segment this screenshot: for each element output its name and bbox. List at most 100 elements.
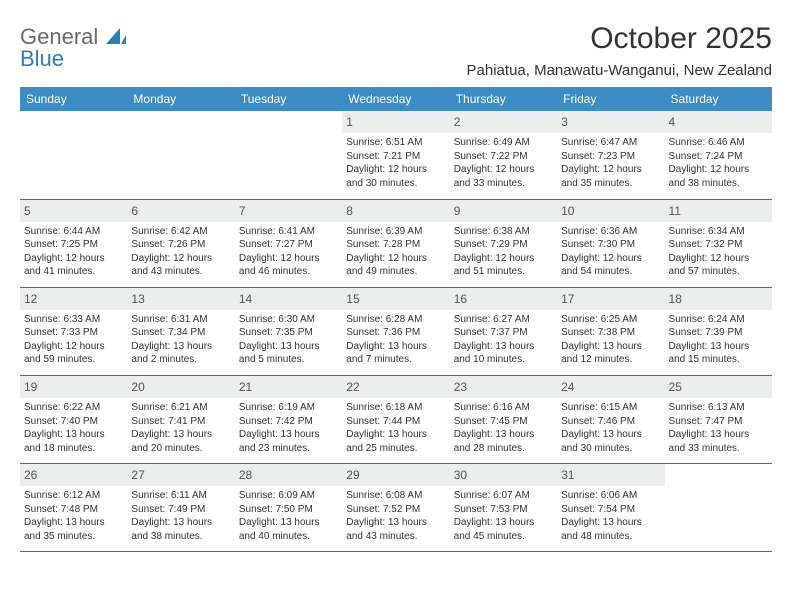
day-number: 18 (665, 288, 772, 310)
calendar-day-cell: 13Sunrise: 6:31 AMSunset: 7:34 PMDayligh… (127, 287, 234, 375)
sunrise-text: Sunrise: 6:28 AM (346, 313, 445, 327)
calendar-day-cell: 28Sunrise: 6:09 AMSunset: 7:50 PMDayligh… (235, 464, 342, 552)
day-details: Sunrise: 6:31 AMSunset: 7:34 PMDaylight:… (131, 313, 230, 367)
sail-icon (106, 28, 126, 44)
sunrise-text: Sunrise: 6:38 AM (454, 225, 553, 239)
sunrise-text: Sunrise: 6:15 AM (561, 401, 660, 415)
day-details: Sunrise: 6:08 AMSunset: 7:52 PMDaylight:… (346, 489, 445, 543)
weekday-header-cell: Wednesday (342, 87, 449, 111)
calendar-day-cell: 14Sunrise: 6:30 AMSunset: 7:35 PMDayligh… (235, 287, 342, 375)
day-number: 24 (557, 376, 664, 398)
day-details: Sunrise: 6:07 AMSunset: 7:53 PMDaylight:… (454, 489, 553, 543)
calendar-day-cell: 21Sunrise: 6:19 AMSunset: 7:42 PMDayligh… (235, 375, 342, 463)
sunrise-text: Sunrise: 6:33 AM (24, 313, 123, 327)
calendar-day-cell: 19Sunrise: 6:22 AMSunset: 7:40 PMDayligh… (20, 375, 127, 463)
daylight-text: Daylight: 12 hours and 38 minutes. (669, 163, 768, 190)
day-details: Sunrise: 6:06 AMSunset: 7:54 PMDaylight:… (561, 489, 660, 543)
daylight-text: Daylight: 13 hours and 7 minutes. (346, 340, 445, 367)
calendar-day-cell: 9Sunrise: 6:38 AMSunset: 7:29 PMDaylight… (450, 199, 557, 287)
weekday-header-cell: Sunday (20, 87, 127, 111)
sunset-text: Sunset: 7:23 PM (561, 150, 660, 164)
day-details: Sunrise: 6:18 AMSunset: 7:44 PMDaylight:… (346, 401, 445, 455)
sunset-text: Sunset: 7:27 PM (239, 238, 338, 252)
calendar-page: General Blue October 2025 Pahiatua, Mana… (0, 0, 792, 552)
day-number: 9 (450, 200, 557, 222)
calendar-day-cell: 8Sunrise: 6:39 AMSunset: 7:28 PMDaylight… (342, 199, 449, 287)
day-details: Sunrise: 6:09 AMSunset: 7:50 PMDaylight:… (239, 489, 338, 543)
daylight-text: Daylight: 13 hours and 28 minutes. (454, 428, 553, 455)
day-details: Sunrise: 6:15 AMSunset: 7:46 PMDaylight:… (561, 401, 660, 455)
sunset-text: Sunset: 7:49 PM (131, 503, 230, 517)
daylight-text: Daylight: 13 hours and 45 minutes. (454, 516, 553, 543)
sunset-text: Sunset: 7:44 PM (346, 415, 445, 429)
day-details: Sunrise: 6:41 AMSunset: 7:27 PMDaylight:… (239, 225, 338, 279)
calendar-day-cell: 12Sunrise: 6:33 AMSunset: 7:33 PMDayligh… (20, 287, 127, 375)
sunset-text: Sunset: 7:41 PM (131, 415, 230, 429)
sunrise-text: Sunrise: 6:25 AM (561, 313, 660, 327)
sunrise-text: Sunrise: 6:18 AM (346, 401, 445, 415)
day-details: Sunrise: 6:27 AMSunset: 7:37 PMDaylight:… (454, 313, 553, 367)
sunrise-text: Sunrise: 6:07 AM (454, 489, 553, 503)
calendar-day-cell: 7Sunrise: 6:41 AMSunset: 7:27 PMDaylight… (235, 199, 342, 287)
day-details: Sunrise: 6:11 AMSunset: 7:49 PMDaylight:… (131, 489, 230, 543)
daylight-text: Daylight: 13 hours and 10 minutes. (454, 340, 553, 367)
sunset-text: Sunset: 7:40 PM (24, 415, 123, 429)
daylight-text: Daylight: 12 hours and 35 minutes. (561, 163, 660, 190)
sunrise-text: Sunrise: 6:51 AM (346, 136, 445, 150)
sunrise-text: Sunrise: 6:47 AM (561, 136, 660, 150)
calendar-week-row: 19Sunrise: 6:22 AMSunset: 7:40 PMDayligh… (20, 375, 772, 463)
daylight-text: Daylight: 12 hours and 54 minutes. (561, 252, 660, 279)
sunrise-text: Sunrise: 6:44 AM (24, 225, 123, 239)
calendar-day-cell: 16Sunrise: 6:27 AMSunset: 7:37 PMDayligh… (450, 287, 557, 375)
calendar-day-cell: . (20, 111, 127, 199)
daylight-text: Daylight: 13 hours and 18 minutes. (24, 428, 123, 455)
daylight-text: Daylight: 13 hours and 2 minutes. (131, 340, 230, 367)
day-number: 10 (557, 200, 664, 222)
sunrise-text: Sunrise: 6:06 AM (561, 489, 660, 503)
calendar-day-cell: . (235, 111, 342, 199)
day-number: 17 (557, 288, 664, 310)
calendar-day-cell: 30Sunrise: 6:07 AMSunset: 7:53 PMDayligh… (450, 464, 557, 552)
calendar-day-cell: 17 Sunrise: 6:25 AMSunset: 7:38 PMDayligh… (557, 287, 664, 375)
daylight-text: Daylight: 13 hours and 43 minutes. (346, 516, 445, 543)
sunrise-text: Sunrise: 6:39 AM (346, 225, 445, 239)
calendar-day-cell: 6Sunrise: 6:42 AMSunset: 7:26 PMDaylight… (127, 199, 234, 287)
sunrise-text: Sunrise: 6:30 AM (239, 313, 338, 327)
daylight-text: Daylight: 12 hours and 33 minutes. (454, 163, 553, 190)
weekday-header-cell: Saturday (665, 87, 772, 111)
day-number: 4 (665, 111, 772, 133)
calendar-day-cell: 20Sunrise: 6:21 AMSunset: 7:41 PMDayligh… (127, 375, 234, 463)
calendar-day-cell: 25Sunrise: 6:13 AMSunset: 7:47 PMDayligh… (665, 375, 772, 463)
sunrise-text: Sunrise: 6:22 AM (24, 401, 123, 415)
calendar-day-cell: . (665, 464, 772, 552)
day-number: 23 (450, 376, 557, 398)
calendar-week-row: 5Sunrise: 6:44 AMSunset: 7:25 PMDaylight… (20, 199, 772, 287)
sunrise-text: Sunrise: 6:19 AM (239, 401, 338, 415)
daylight-text: Daylight: 13 hours and 35 minutes. (24, 516, 123, 543)
day-details: Sunrise: 6:42 AMSunset: 7:26 PMDaylight:… (131, 225, 230, 279)
sunset-text: Sunset: 7:37 PM (454, 326, 553, 340)
daylight-text: Daylight: 12 hours and 30 minutes. (346, 163, 445, 190)
day-number: 3 (557, 111, 664, 133)
day-number: 29 (342, 464, 449, 486)
sunset-text: Sunset: 7:38 PM (561, 326, 660, 340)
daylight-text: Daylight: 12 hours and 41 minutes. (24, 252, 123, 279)
day-details: Sunrise: 6:19 AMSunset: 7:42 PMDaylight:… (239, 401, 338, 455)
day-details: Sunrise: 6:25 AMSunset: 7:38 PMDaylight:… (561, 313, 660, 367)
daylight-text: Daylight: 13 hours and 48 minutes. (561, 516, 660, 543)
month-title: October 2025 (467, 22, 772, 56)
sunset-text: Sunset: 7:21 PM (346, 150, 445, 164)
calendar-day-cell: 27Sunrise: 6:11 AMSunset: 7:49 PMDayligh… (127, 464, 234, 552)
sunset-text: Sunset: 7:25 PM (24, 238, 123, 252)
day-details: Sunrise: 6:16 AMSunset: 7:45 PMDaylight:… (454, 401, 553, 455)
calendar-table: SundayMondayTuesdayWednesdayThursdayFrid… (20, 87, 772, 552)
sunset-text: Sunset: 7:48 PM (24, 503, 123, 517)
day-number: 14 (235, 288, 342, 310)
calendar-day-cell: 26Sunrise: 6:12 AMSunset: 7:48 PMDayligh… (20, 464, 127, 552)
sunset-text: Sunset: 7:53 PM (454, 503, 553, 517)
daylight-text: Daylight: 13 hours and 15 minutes. (669, 340, 768, 367)
day-details: Sunrise: 6:39 AMSunset: 7:28 PMDaylight:… (346, 225, 445, 279)
sunrise-text: Sunrise: 6:42 AM (131, 225, 230, 239)
calendar-day-cell: 18Sunrise: 6:24 AMSunset: 7:39 PMDayligh… (665, 287, 772, 375)
day-details: Sunrise: 6:12 AMSunset: 7:48 PMDaylight:… (24, 489, 123, 543)
